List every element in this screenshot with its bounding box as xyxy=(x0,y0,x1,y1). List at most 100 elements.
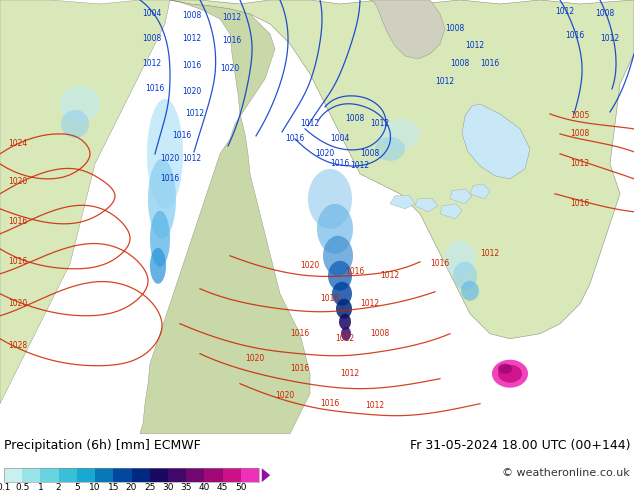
Text: 1012: 1012 xyxy=(481,249,500,258)
Text: 1012: 1012 xyxy=(223,14,242,23)
Polygon shape xyxy=(60,86,100,122)
Text: 20: 20 xyxy=(126,483,137,490)
Text: 1008: 1008 xyxy=(360,149,380,158)
Text: 1008: 1008 xyxy=(450,59,470,69)
Text: 1008: 1008 xyxy=(595,9,614,19)
Polygon shape xyxy=(445,241,475,277)
Text: 1012: 1012 xyxy=(465,42,484,50)
Bar xyxy=(22,468,41,482)
Text: 1020: 1020 xyxy=(245,354,264,363)
Text: © weatheronline.co.uk: © weatheronline.co.uk xyxy=(502,468,630,478)
Polygon shape xyxy=(470,184,490,199)
Polygon shape xyxy=(147,99,183,209)
Text: 5: 5 xyxy=(74,483,80,490)
Text: 1012: 1012 xyxy=(361,299,380,308)
Polygon shape xyxy=(462,104,530,179)
Polygon shape xyxy=(453,262,477,290)
Text: 1008: 1008 xyxy=(571,129,590,138)
Text: 0.1: 0.1 xyxy=(0,483,11,490)
Text: 1: 1 xyxy=(37,483,43,490)
Polygon shape xyxy=(328,261,352,291)
Text: 1020: 1020 xyxy=(301,261,320,270)
Polygon shape xyxy=(140,0,310,434)
Text: 1008: 1008 xyxy=(143,34,162,44)
Text: 1020: 1020 xyxy=(275,391,295,400)
Text: 1012: 1012 xyxy=(340,369,359,378)
Text: 1012: 1012 xyxy=(143,59,162,69)
Text: 1016: 1016 xyxy=(320,399,340,408)
Bar xyxy=(204,468,223,482)
Polygon shape xyxy=(150,248,166,284)
Bar xyxy=(131,468,150,482)
Polygon shape xyxy=(0,0,170,404)
Polygon shape xyxy=(317,204,353,254)
Text: 1016: 1016 xyxy=(223,36,242,46)
Text: 1016: 1016 xyxy=(566,31,585,41)
Text: 1016: 1016 xyxy=(160,174,179,183)
Bar xyxy=(4,468,259,482)
Bar xyxy=(58,468,77,482)
Text: 1016: 1016 xyxy=(8,218,28,226)
Text: Fr 31-05-2024 18.00 UTC (00+144): Fr 31-05-2024 18.00 UTC (00+144) xyxy=(410,439,630,452)
Text: 1008: 1008 xyxy=(346,114,365,123)
Text: 1008: 1008 xyxy=(370,329,390,338)
Text: 1012: 1012 xyxy=(370,120,389,128)
Text: 25: 25 xyxy=(144,483,155,490)
Text: 1004: 1004 xyxy=(330,134,350,144)
Text: 1005: 1005 xyxy=(571,111,590,121)
Text: 1008: 1008 xyxy=(183,11,202,21)
Text: 1020: 1020 xyxy=(221,65,240,74)
Text: 1016: 1016 xyxy=(320,294,340,303)
Text: 45: 45 xyxy=(217,483,228,490)
Text: 1016: 1016 xyxy=(330,159,349,169)
Polygon shape xyxy=(370,0,445,59)
Text: 1024: 1024 xyxy=(8,139,28,148)
Polygon shape xyxy=(61,110,89,138)
Text: 1016: 1016 xyxy=(145,84,165,94)
Bar xyxy=(4,468,22,482)
Polygon shape xyxy=(148,159,176,239)
Bar xyxy=(41,468,58,482)
Text: 1016: 1016 xyxy=(172,131,191,141)
Text: 50: 50 xyxy=(235,483,247,490)
Polygon shape xyxy=(339,314,351,330)
Text: 35: 35 xyxy=(181,483,192,490)
Text: 1016: 1016 xyxy=(290,364,309,373)
Text: 1012: 1012 xyxy=(365,401,385,410)
Text: 1012: 1012 xyxy=(185,109,205,119)
Text: Precipitation (6h) [mm] ECMWF: Precipitation (6h) [mm] ECMWF xyxy=(4,439,201,452)
Text: 1016: 1016 xyxy=(571,199,590,208)
Polygon shape xyxy=(308,169,352,229)
Text: 1012: 1012 xyxy=(555,7,574,17)
Text: 1028: 1028 xyxy=(8,341,27,350)
Polygon shape xyxy=(450,189,472,204)
Text: 1012: 1012 xyxy=(335,334,354,343)
Text: 1020: 1020 xyxy=(315,149,335,158)
Text: 1012: 1012 xyxy=(571,159,590,169)
Text: 1012: 1012 xyxy=(380,271,399,280)
Polygon shape xyxy=(415,199,438,212)
Text: 1020: 1020 xyxy=(160,154,179,163)
Bar xyxy=(168,468,186,482)
Polygon shape xyxy=(323,236,353,276)
Text: 1016: 1016 xyxy=(430,259,450,269)
Text: 1016: 1016 xyxy=(183,61,202,71)
Text: 1012: 1012 xyxy=(351,161,370,171)
Bar xyxy=(241,468,259,482)
Text: 1012: 1012 xyxy=(600,34,619,44)
Polygon shape xyxy=(390,196,415,209)
Text: 10: 10 xyxy=(89,483,101,490)
Bar xyxy=(186,468,204,482)
Text: 1004: 1004 xyxy=(142,9,162,19)
Text: 1020: 1020 xyxy=(8,177,28,186)
Text: 0.5: 0.5 xyxy=(15,483,29,490)
Text: 2: 2 xyxy=(56,483,61,490)
Text: 1012: 1012 xyxy=(301,120,320,128)
Text: 1008: 1008 xyxy=(445,24,465,33)
Polygon shape xyxy=(332,282,352,306)
Text: 1012: 1012 xyxy=(183,154,202,163)
Polygon shape xyxy=(150,211,170,267)
Text: 1012: 1012 xyxy=(436,77,455,86)
Bar xyxy=(77,468,95,482)
Text: 1020: 1020 xyxy=(183,87,202,97)
